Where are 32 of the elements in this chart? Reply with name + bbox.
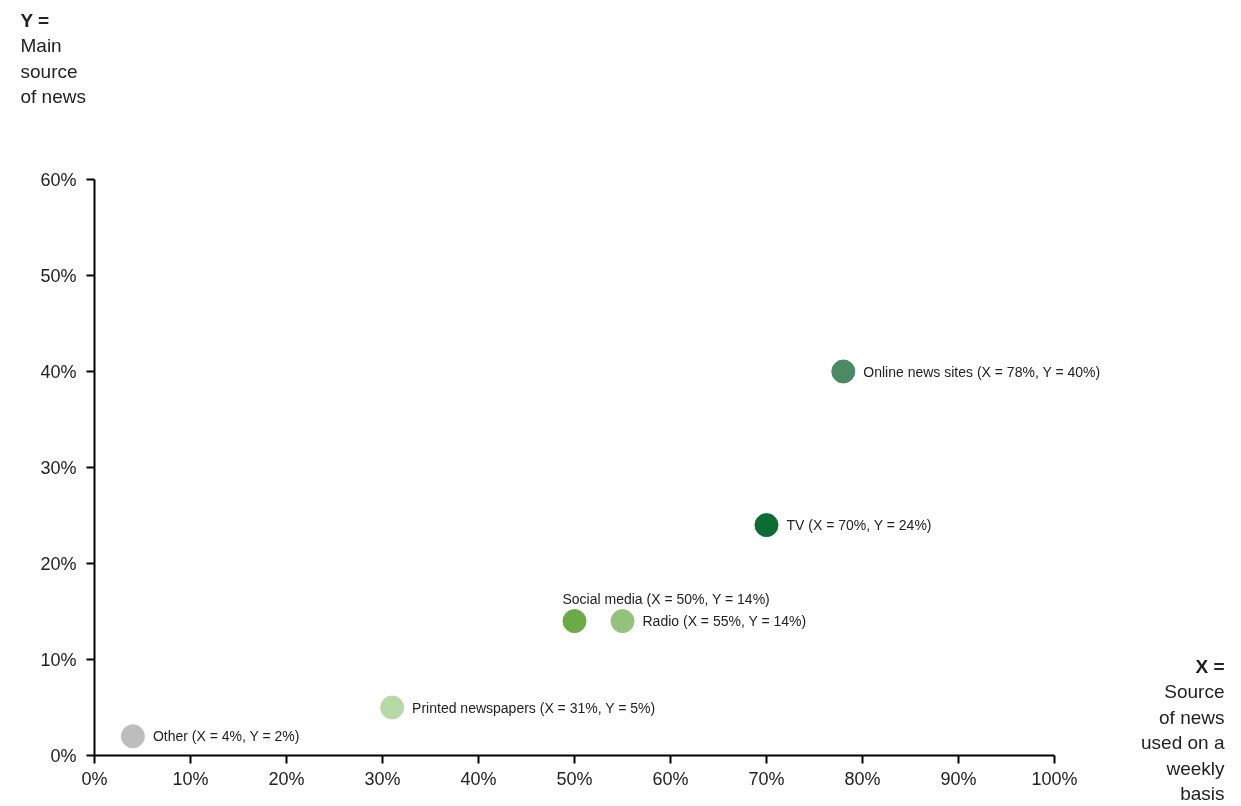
x-tick-label: 40%	[460, 768, 497, 789]
point	[380, 695, 405, 720]
x-tick-label: 80%	[844, 768, 881, 789]
y-tick-label: 0%	[50, 745, 77, 766]
text: Radio (X = 55%, Y = 14%)	[642, 613, 807, 630]
x-tick-label: 0%	[81, 768, 108, 789]
point	[610, 609, 635, 634]
x-tick-label: 50%	[556, 768, 593, 789]
point	[120, 724, 145, 749]
y-tick-label: 60%	[40, 169, 77, 190]
y-tick-label: 20%	[40, 553, 77, 574]
y-tick-label: 40%	[40, 361, 77, 382]
text: Printed newspapers (X = 31%, Y = 5%)	[412, 699, 656, 716]
y-axis-title: Y = Main source of news	[20, 9, 86, 107]
x-tick-label: 10%	[172, 768, 209, 789]
text: TV (X = 70%, Y = 24%)	[786, 517, 932, 534]
x-tick-label: 60%	[652, 768, 689, 789]
x-tick-label: 100%	[1031, 768, 1078, 789]
text: Social media (X = 50%, Y = 14%)	[562, 591, 770, 608]
x-axis-title: X = Source of news used on a weekly basis	[1141, 655, 1225, 804]
y-tick-label: 10%	[40, 649, 77, 670]
y-tick-label: 30%	[40, 457, 77, 478]
x-tick-label: 90%	[940, 768, 977, 789]
x-tick-label: 70%	[748, 768, 785, 789]
y-tick-label: 50%	[40, 265, 77, 286]
text: Online news sites (X = 78%, Y = 40%)	[863, 363, 1101, 380]
point	[754, 513, 779, 538]
x-tick-label: 30%	[364, 768, 401, 789]
text: Other (X = 4%, Y = 2%)	[152, 728, 300, 745]
point	[562, 609, 587, 634]
point	[831, 359, 856, 384]
x-tick-label: 20%	[268, 768, 305, 789]
